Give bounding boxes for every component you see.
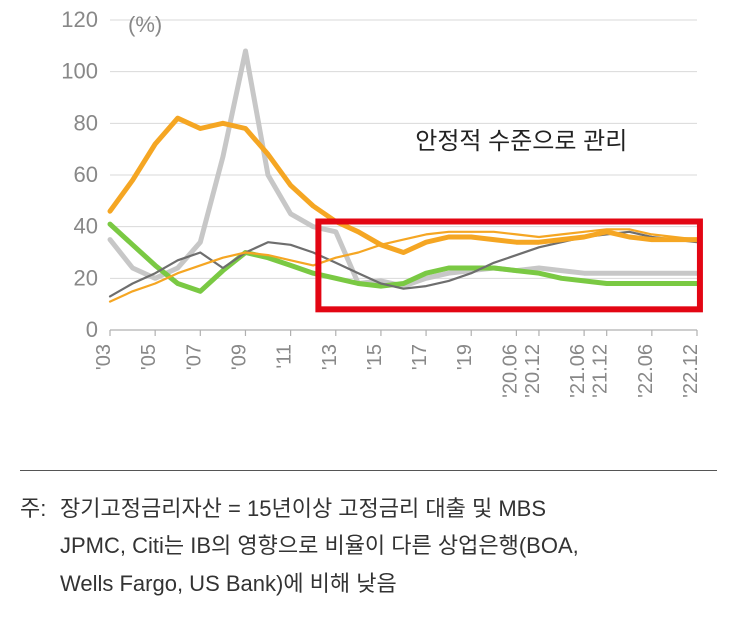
svg-text:100: 100 [61,59,98,84]
x-tick-label: '17 [409,344,431,370]
footnote-lead: 주: [20,490,60,527]
line-chart: 0 20 40 60 80 100 120 (%) '03 '05 '07 '09 '11 '13 '15 '… [20,10,717,450]
x-tick-label: '13 [319,344,341,370]
footnote-line: Wells Fargo, US Bank)에 비해 낮음 [60,565,717,602]
x-tick-label: '21.12 [590,344,612,398]
footnote-line: 장기고정금리자산 = 15년이상 고정금리 대출 및 MBS [60,490,717,527]
x-tick-label: '09 [228,344,250,370]
footnote-line: JPMC, Citi는 IB의 영향으로 비율이 다른 상업은행(BOA, [60,527,717,564]
x-tick-label: '05 [138,344,160,370]
svg-text:0: 0 [86,317,98,342]
x-tick-label: '22.06 [635,344,657,398]
x-tick-label: '22.12 [680,344,702,398]
chart-svg: 0 20 40 60 80 100 120 (%) '03 '05 '07 '09 '11 '13 '15 '… [20,10,717,450]
x-tick-label: '21.06 [567,344,589,398]
x-tick-label: '20.06 [499,344,521,398]
svg-text:20: 20 [74,265,98,290]
x-tick-label: '15 [364,344,386,370]
annotation-label: 안정적 수준으로 관리 [415,128,627,155]
footnote-divider [20,470,717,471]
x-tick-label: '11 [274,344,296,369]
svg-text:80: 80 [74,110,98,135]
y-unit-label: (%) [128,12,162,37]
x-tick-label: '19 [454,344,476,370]
x-tick-label: '07 [183,344,205,370]
x-tick-label: '20.12 [522,344,544,398]
x-tick-label: '03 [93,344,115,370]
footnote: 주: 장기고정금리자산 = 15년이상 고정금리 대출 및 MBS JPMC, … [20,490,717,602]
svg-text:60: 60 [74,162,98,187]
svg-text:120: 120 [61,10,98,32]
svg-text:40: 40 [74,214,98,239]
